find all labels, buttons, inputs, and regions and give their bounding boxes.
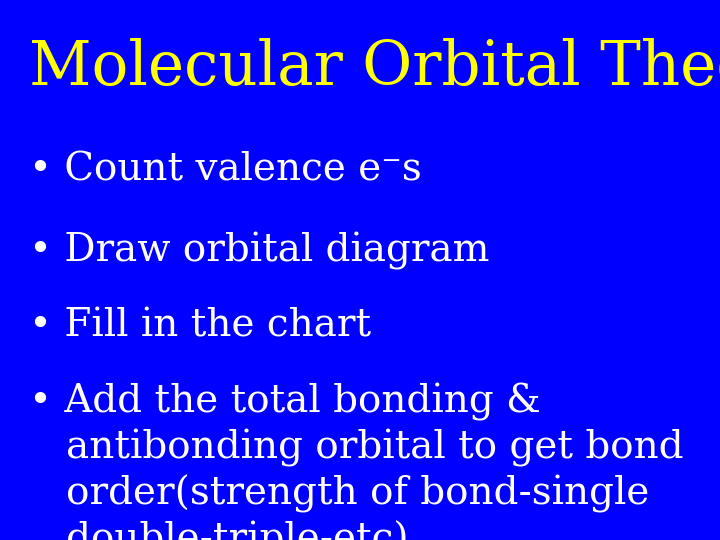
Text: Molecular Orbital Theory: Molecular Orbital Theory	[29, 38, 720, 99]
Text: • Fill in the chart: • Fill in the chart	[29, 308, 371, 345]
Text: • Add the total bonding &
   antibonding orbital to get bond
   order(strength o: • Add the total bonding & antibonding or…	[29, 383, 683, 540]
Text: • Draw orbital diagram: • Draw orbital diagram	[29, 232, 490, 270]
Text: • Count valence e⁻s: • Count valence e⁻s	[29, 151, 421, 188]
